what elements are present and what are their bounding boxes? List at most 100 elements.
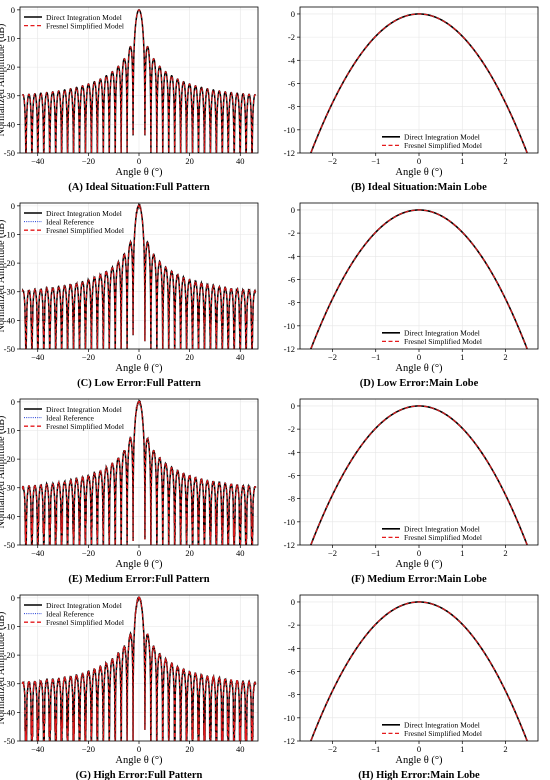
x-axis-label: Angle θ (°): [115, 559, 163, 570]
y-tick-label: -30: [4, 287, 15, 297]
x-tick-label: 40: [236, 744, 245, 754]
series-fresnel-simplified: [310, 13, 528, 153]
legend-label: Fresnel Simplified Model: [46, 618, 124, 627]
plot-area: [309, 405, 529, 545]
x-tick-label: 20: [185, 352, 194, 362]
legend-label: Direct Integration Model: [404, 721, 480, 730]
x-tick-label: 0: [137, 156, 141, 166]
legend-label: Fresnel Simplified Model: [46, 21, 124, 30]
y-tick-label: -10: [4, 229, 15, 239]
panel-h: −2 −1 0 1 2 0 -2 -4 -6 -8 -10 -12 Angle θ (°) (H) Hig…: [284, 594, 539, 780]
y-axis-label: Normalized Amplitude (dB): [0, 220, 7, 333]
x-tick-label: 0: [417, 156, 421, 166]
x-tick-label: −40: [31, 744, 44, 754]
plot-area: [21, 203, 257, 349]
legend-label: Direct Integration Model: [404, 329, 480, 338]
y-tick-label: -4: [288, 643, 296, 653]
plot-area: [21, 9, 257, 153]
x-axis-label: Angle θ (°): [115, 363, 163, 374]
panel-title: (H) High Error:Main Lobe: [358, 770, 480, 780]
legend-label: Direct Integration Model: [404, 525, 480, 534]
panel-f: −2 −1 0 1 2 0 -2 -4 -6 -8 -10 -12 Angle θ (°) (F) Med…: [284, 398, 539, 585]
series-fresnel-simplified: [22, 203, 256, 349]
y-tick-label: -6: [288, 470, 295, 480]
x-tick-label: 2: [503, 352, 507, 362]
y-axis-label: Normalized Amplitude (dB): [0, 416, 7, 529]
legend-label: Direct Integration Model: [46, 601, 122, 610]
x-axis-label: Angle θ (°): [395, 363, 443, 374]
panel-title: (F) Medium Error:Main Lobe: [351, 574, 487, 585]
y-tick-label: -6: [288, 274, 295, 284]
x-tick-label: 20: [185, 548, 194, 558]
panel-title: (G) High Error:Full Pattern: [76, 770, 203, 780]
panel-title: (D) Low Error:Main Lobe: [360, 378, 479, 389]
y-tick-label: -10: [4, 33, 15, 43]
y-tick-label: -2: [288, 228, 295, 238]
legend-label: Fresnel Simplified Model: [46, 422, 124, 431]
legend-label: Ideal Reference: [46, 609, 94, 618]
panel-title: (C) Low Error:Full Pattern: [77, 378, 201, 389]
x-tick-label: 1: [460, 156, 464, 166]
y-tick-label: -30: [4, 483, 15, 493]
series-fresnel-simplified: [22, 399, 256, 545]
x-tick-label: −2: [328, 156, 337, 166]
x-tick-label: 40: [236, 548, 245, 558]
y-tick-label: 0: [11, 5, 15, 15]
panel-d: −2 −1 0 1 2 0 -2 -4 -6 -8 -10 -12 Angle θ (°) (D) Low…: [284, 202, 539, 389]
x-tick-label: 40: [236, 352, 245, 362]
y-tick-label: -40: [4, 511, 15, 521]
y-tick-label: -30: [4, 91, 15, 101]
y-tick-label: -8: [288, 298, 295, 308]
panel-a: −40 −20 0 20 40 0 -10 -20 -30 -40 -50 Angle θ (°) No…: [0, 5, 259, 193]
x-tick-label: −2: [328, 548, 337, 558]
x-tick-label: 0: [137, 352, 141, 362]
x-axis-label: Angle θ (°): [115, 167, 163, 178]
x-tick-label: −1: [371, 156, 380, 166]
x-tick-label: 20: [185, 156, 194, 166]
panel-e: −40 −20 0 20 40 0 -10 -20 -30 -40 -50 Angle θ (°) No…: [0, 397, 259, 585]
plot-area: [21, 596, 257, 741]
y-tick-label: -10: [284, 125, 295, 135]
legend-label: Ideal Reference: [46, 217, 94, 226]
legend-label: Direct Integration Model: [46, 13, 122, 22]
y-tick-label: -6: [288, 666, 295, 676]
x-tick-label: −40: [31, 548, 44, 558]
plot-area: [309, 13, 529, 153]
legend-label: Fresnel Simplified Model: [404, 141, 482, 150]
y-tick-label: -50: [4, 736, 15, 746]
x-tick-label: −20: [82, 548, 95, 558]
legend-label: Fresnel Simplified Model: [404, 729, 482, 738]
x-tick-label: 2: [503, 744, 507, 754]
y-tick-label: -8: [288, 102, 295, 112]
series-fresnel-simplified: [310, 209, 528, 349]
legend-label: Ideal Reference: [46, 413, 94, 422]
x-tick-label: −40: [31, 156, 44, 166]
y-tick-label: -4: [288, 251, 296, 261]
panel-title: (E) Medium Error:Full Pattern: [68, 574, 209, 585]
y-tick-label: -12: [284, 148, 295, 158]
x-tick-label: 0: [417, 352, 421, 362]
legend-label: Direct Integration Model: [46, 209, 122, 218]
x-tick-label: 2: [503, 156, 507, 166]
x-tick-label: 40: [236, 156, 245, 166]
y-tick-label: 0: [11, 397, 15, 407]
y-tick-label: -50: [4, 344, 15, 354]
x-axis-label: Angle θ (°): [395, 167, 443, 178]
x-tick-label: 0: [417, 548, 421, 558]
y-tick-label: -10: [4, 425, 15, 435]
y-tick-label: -20: [4, 454, 15, 464]
x-tick-label: −1: [371, 744, 380, 754]
legend-label: Fresnel Simplified Model: [404, 337, 482, 346]
x-tick-label: −40: [31, 352, 44, 362]
plot-area: [309, 209, 529, 349]
x-tick-label: 0: [137, 548, 141, 558]
y-tick-label: -8: [288, 690, 295, 700]
x-tick-label: −20: [82, 156, 95, 166]
panel-title: (A) Ideal Situation:Full Pattern: [68, 182, 210, 193]
y-tick-label: -10: [4, 621, 15, 631]
x-tick-label: −20: [82, 744, 95, 754]
